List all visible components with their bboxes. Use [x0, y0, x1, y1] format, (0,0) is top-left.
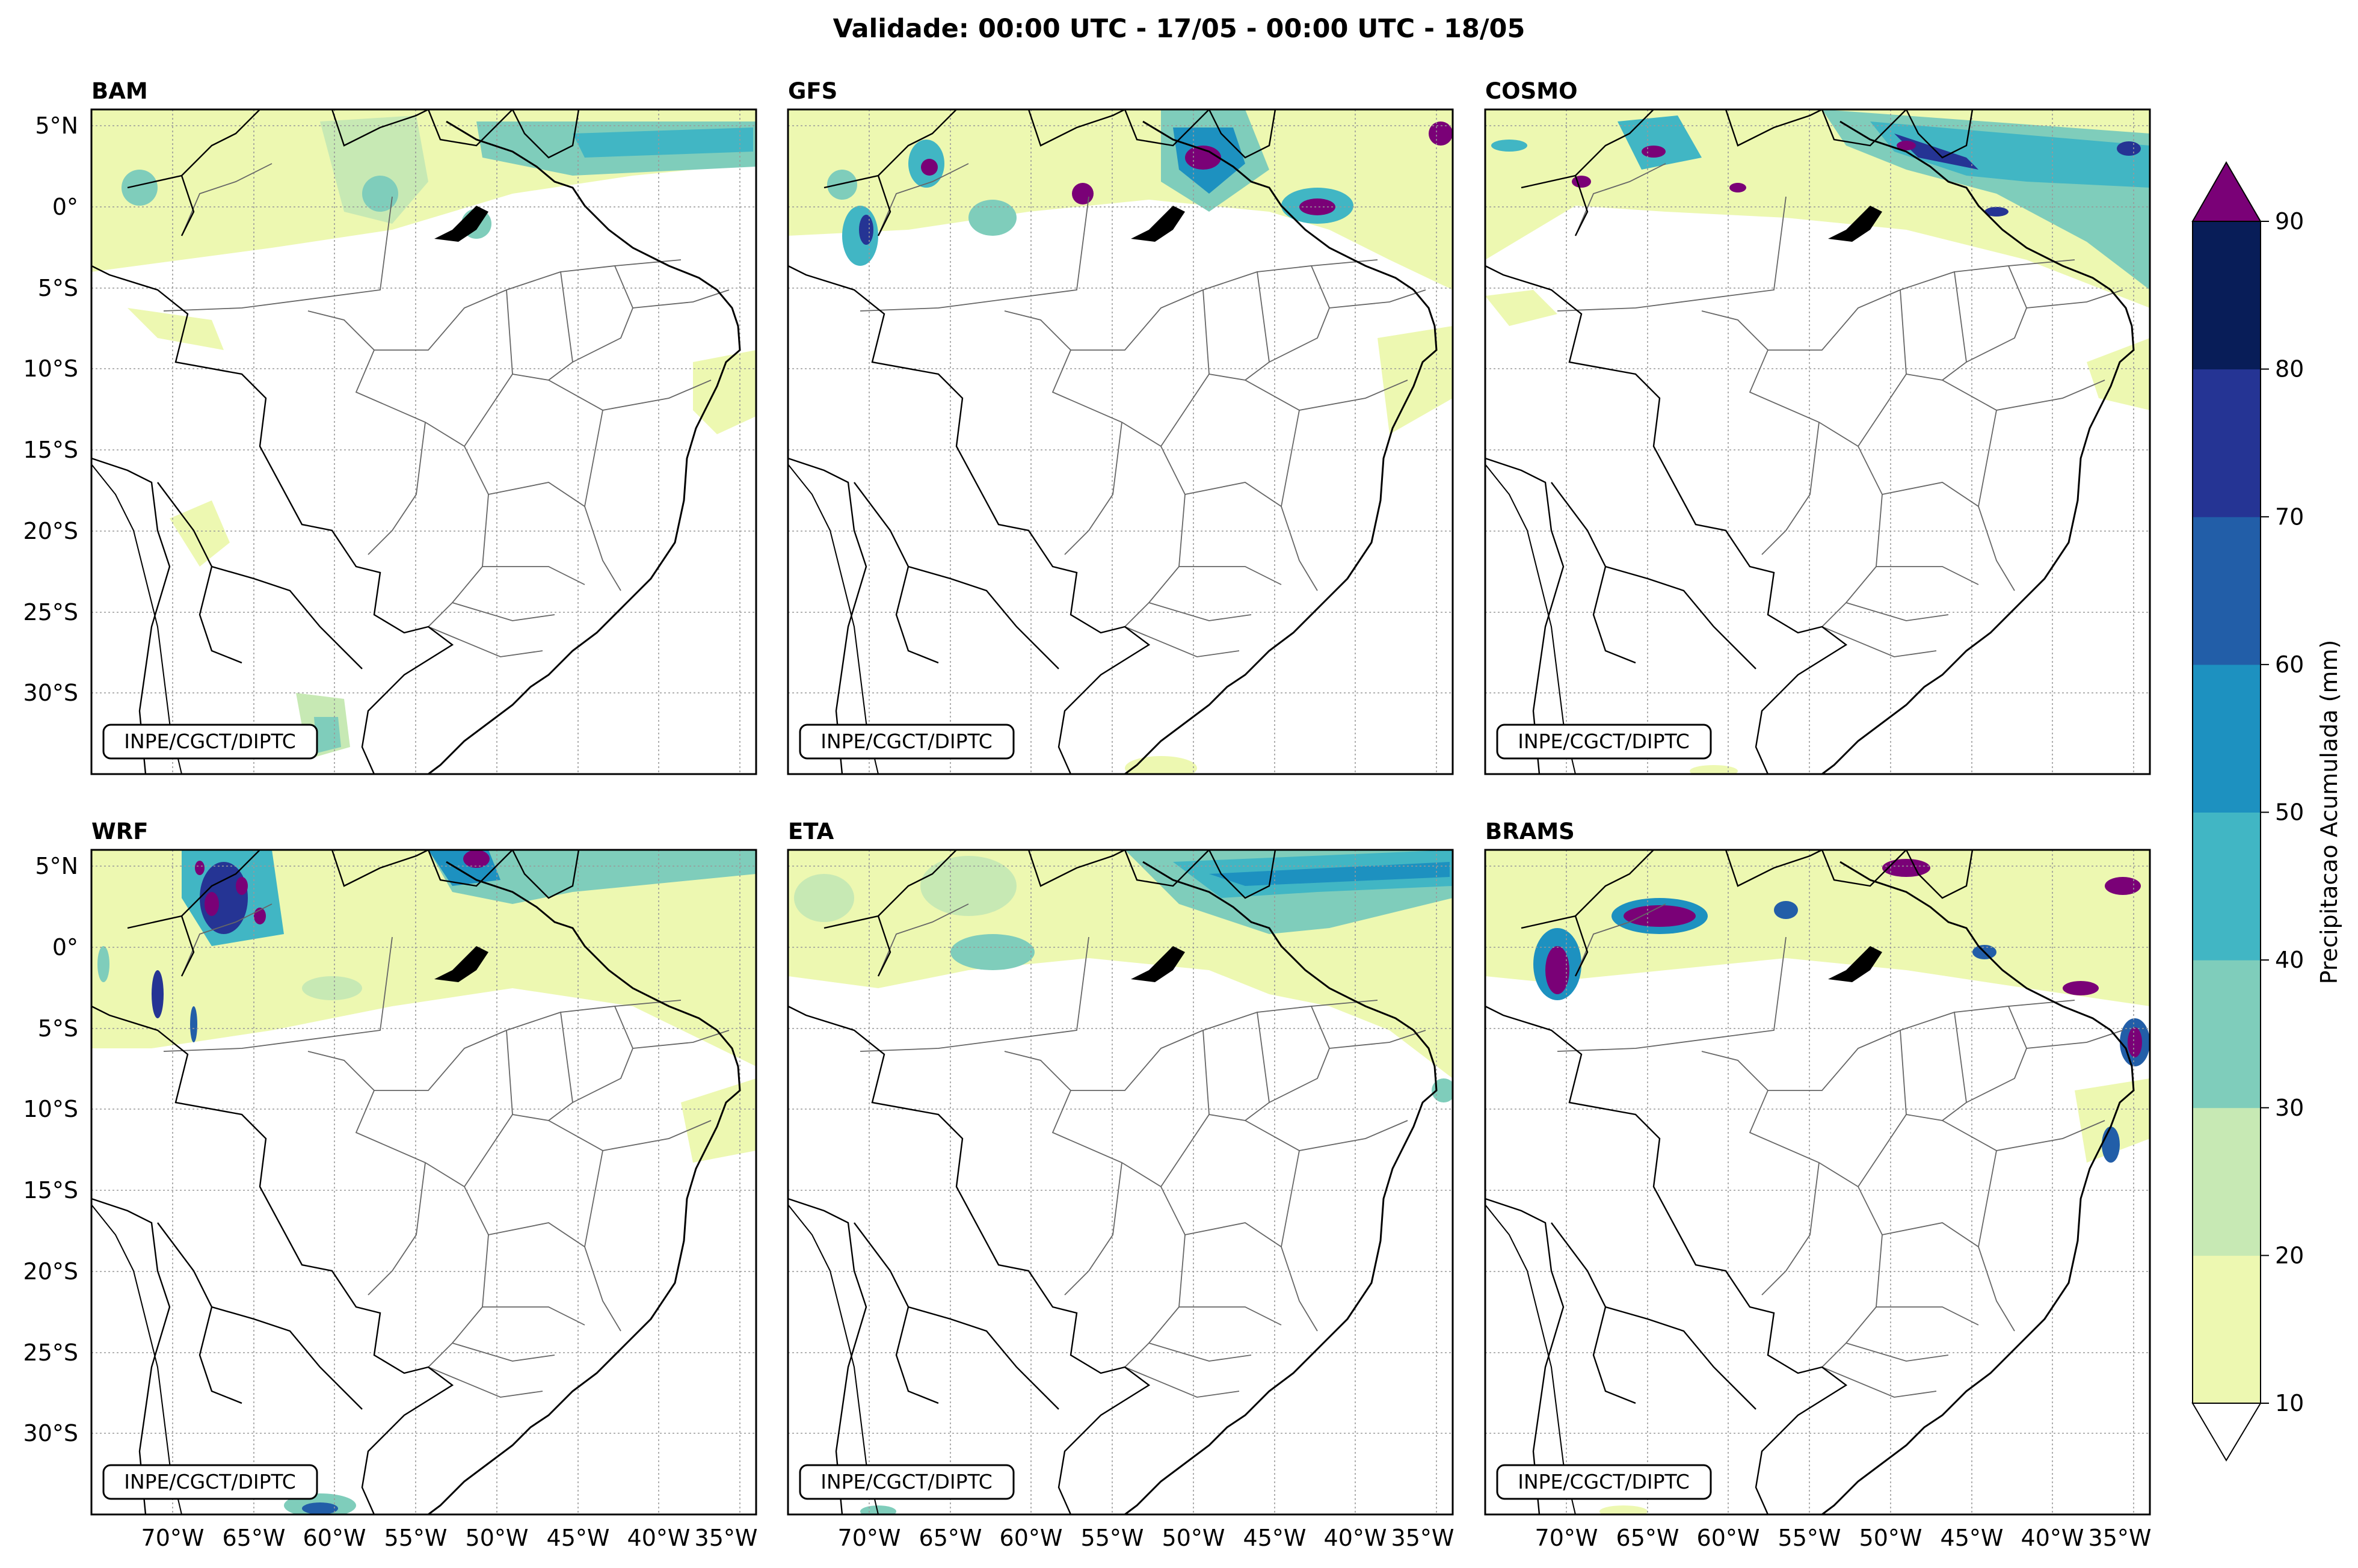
colorbar-level-10 [2193, 1255, 2261, 1404]
colorbar-under-triangle [2191, 1403, 2262, 1462]
colorbar-tick-label: 90 [2275, 208, 2304, 235]
svg-text:70°W: 70°W [141, 1525, 205, 1551]
colorbar-level-30 [2193, 960, 2261, 1108]
colorbar-level-50 [2193, 664, 2261, 813]
panel-cosmo: COSMO INPE/CGCT/DIPTC [1484, 78, 2151, 775]
panel-title: ETA [788, 819, 834, 844]
colorbar-tick-label: 80 [2275, 356, 2304, 383]
svg-text:60°W: 60°W [303, 1525, 366, 1551]
credit-label: INPE/CGCT/DIPTC [1518, 730, 1690, 753]
credit-label: INPE/CGCT/DIPTC [820, 1470, 993, 1493]
svg-text:5°S: 5°S [38, 1015, 78, 1042]
precip-field [788, 850, 1453, 1514]
credit-box: INPE/CGCT/DIPTC [799, 724, 1015, 760]
svg-text:65°W: 65°W [919, 1525, 982, 1551]
svg-text:55°W: 55°W [384, 1525, 448, 1551]
colorbar-level-80 [2193, 221, 2261, 370]
lon-labels-3: 70°W 65°W 60°W 55°W 50°W 45°W 40°W 35°W [1535, 1525, 2152, 1551]
svg-text:35°W: 35°W [1391, 1525, 1455, 1551]
svg-text:10°S: 10°S [23, 1096, 78, 1122]
colorbar-level-70 [2193, 369, 2261, 517]
credit-label: INPE/CGCT/DIPTC [124, 730, 296, 753]
svg-text:20°S: 20°S [23, 518, 78, 544]
svg-text:15°S: 15°S [23, 437, 78, 463]
colorbar-tick-label: 30 [2275, 1095, 2304, 1121]
panel-brams: BRAMS INPE/CGCT/DIPTC [1484, 819, 2151, 1516]
svg-text:50°W: 50°W [1162, 1525, 1225, 1551]
svg-text:35°W: 35°W [695, 1525, 758, 1551]
colorbar-blocks [2193, 221, 2261, 1404]
panel-title: WRF [91, 819, 149, 844]
svg-text:5°N: 5°N [35, 112, 78, 139]
svg-text:60°W: 60°W [1000, 1525, 1063, 1551]
colorbar-over-triangle [2191, 161, 2262, 222]
lat-labels-top: 5°N 0° 5°S 10°S 15°S 20°S 25°S 30°S [23, 112, 78, 706]
panel-title: BRAMS [1485, 819, 1575, 844]
precip-field [91, 109, 756, 759]
colorbar: 10 20 30 40 50 60 70 80 90 Precipitacao Acumulad… [2191, 161, 2342, 1462]
svg-text:65°W: 65°W [1616, 1525, 1679, 1551]
svg-text:50°W: 50°W [1859, 1525, 1922, 1551]
svg-text:25°S: 25°S [23, 599, 78, 626]
svg-text:0°: 0° [52, 194, 78, 220]
svg-text:70°W: 70°W [838, 1525, 901, 1551]
svg-text:35°W: 35°W [2089, 1525, 2152, 1551]
colorbar-level-40 [2193, 812, 2261, 961]
svg-text:10°S: 10°S [23, 355, 78, 382]
svg-text:5°N: 5°N [35, 853, 78, 879]
colorbar-tick-label: 40 [2275, 947, 2304, 973]
svg-text:40°W: 40°W [627, 1525, 691, 1551]
colorbar-tick-label: 60 [2275, 651, 2304, 678]
lat-labels-bottom: 5°N 0° 5°S 10°S 15°S 20°S 25°S 30°S [23, 853, 78, 1447]
svg-text:50°W: 50°W [466, 1525, 529, 1551]
colorbar-label: Precipitacao Acumulada (mm) [2316, 640, 2342, 985]
colorbar-tick-label: 10 [2275, 1390, 2304, 1416]
svg-text:40°W: 40°W [1324, 1525, 1387, 1551]
svg-text:20°S: 20°S [23, 1258, 78, 1285]
svg-text:25°S: 25°S [23, 1339, 78, 1366]
panel-title: GFS [788, 78, 837, 104]
colorbar-tick-label: 50 [2275, 799, 2304, 826]
credit-box: INPE/CGCT/DIPTC [1496, 724, 1712, 760]
panel-gfs: GFS INPE/CGCT/DIPTC [787, 78, 1454, 775]
colorbar-level-20 [2193, 1107, 2261, 1256]
figure-title: Validade: 00:00 UTC - 17/05 - 00:00 UTC … [833, 14, 1525, 44]
svg-text:45°W: 45°W [1243, 1525, 1307, 1551]
credit-box: INPE/CGCT/DIPTC [799, 1464, 1015, 1500]
credit-label: INPE/CGCT/DIPTC [820, 730, 993, 753]
colorbar-tick-label: 70 [2275, 503, 2304, 530]
svg-text:70°W: 70°W [1535, 1525, 1598, 1551]
colorbar-tick-label: 20 [2275, 1242, 2304, 1268]
lon-labels-1: 70°W 65°W 60°W 55°W 50°W 45°W 40°W 35°W [141, 1525, 758, 1551]
svg-text:55°W: 55°W [1081, 1525, 1144, 1551]
svg-text:55°W: 55°W [1778, 1525, 1841, 1551]
panel-title: COSMO [1485, 78, 1578, 104]
svg-text:30°S: 30°S [23, 1420, 78, 1447]
credit-label: INPE/CGCT/DIPTC [1518, 1470, 1690, 1493]
precip-field [1485, 109, 2150, 774]
credit-box: INPE/CGCT/DIPTC [1496, 1464, 1712, 1500]
panel-wrf: WRF INPE/CGCT/DIPTC [90, 819, 757, 1516]
svg-text:65°W: 65°W [223, 1525, 286, 1551]
svg-text:45°W: 45°W [1941, 1525, 2004, 1551]
panel-eta: ETA INPE/CGCT/DIPTC [787, 819, 1454, 1516]
svg-text:0°: 0° [52, 934, 78, 961]
svg-text:5°S: 5°S [38, 275, 78, 301]
colorbar-level-60 [2193, 517, 2261, 665]
credit-box: INPE/CGCT/DIPTC [102, 1464, 318, 1500]
credit-box: INPE/CGCT/DIPTC [102, 724, 318, 760]
colorbar-ticks: 10 20 30 40 50 60 70 80 90 [2261, 208, 2304, 1416]
svg-text:30°S: 30°S [23, 680, 78, 706]
panel-title: BAM [91, 78, 148, 104]
lon-labels-2: 70°W 65°W 60°W 55°W 50°W 45°W 40°W 35°W [838, 1525, 1455, 1551]
svg-text:40°W: 40°W [2021, 1525, 2084, 1551]
panel-bam: BAM INPE/CGCT/DIPTC [90, 78, 757, 775]
svg-text:15°S: 15°S [23, 1177, 78, 1204]
svg-text:45°W: 45°W [547, 1525, 610, 1551]
svg-text:60°W: 60°W [1697, 1525, 1760, 1551]
credit-label: INPE/CGCT/DIPTC [124, 1470, 296, 1493]
